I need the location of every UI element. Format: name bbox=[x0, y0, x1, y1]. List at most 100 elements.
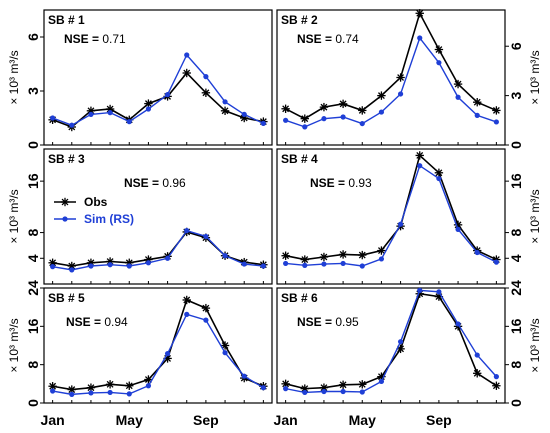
obs-point bbox=[415, 151, 424, 160]
nse-annotation: NSE = 0.95 bbox=[297, 315, 359, 329]
sim-point bbox=[50, 264, 56, 270]
legend: Obs Sim (RS) bbox=[54, 195, 134, 226]
sim-point bbox=[69, 267, 75, 273]
nse-annotation: NSE = 0.96 bbox=[124, 176, 186, 190]
sim-point bbox=[203, 74, 209, 80]
obs-point bbox=[415, 9, 424, 18]
sim-point bbox=[321, 261, 327, 267]
sim-point bbox=[474, 352, 480, 358]
obs-point bbox=[182, 68, 191, 78]
obs-point bbox=[319, 102, 329, 112]
sim-point bbox=[302, 124, 308, 130]
y-tick-label: 0 bbox=[25, 399, 41, 407]
panel-title: SB # 4 bbox=[281, 152, 318, 166]
obs-point bbox=[105, 380, 115, 389]
obs-line bbox=[52, 298, 264, 391]
nse-annotation: NSE = 0.93 bbox=[310, 176, 372, 190]
legend-sim-marker bbox=[62, 216, 68, 222]
sim-point bbox=[203, 233, 209, 240]
x-tick-label: Sep bbox=[193, 412, 219, 428]
y-tick-label: 16 bbox=[508, 173, 524, 189]
panel-sb-1: 0 3 6 × 10³ m³/s SB # 1 NSE = 0.71 bbox=[7, 9, 273, 149]
x-tick-label: Sep bbox=[426, 412, 452, 428]
y-tick-label: 4 bbox=[25, 254, 41, 262]
y-tick-label: 8 bbox=[508, 361, 524, 369]
sim-point bbox=[145, 260, 152, 266]
sim-line bbox=[285, 289, 497, 394]
obs-point bbox=[182, 295, 191, 305]
obs-point bbox=[300, 114, 309, 123]
sim-point bbox=[184, 52, 190, 58]
obs-point bbox=[48, 382, 57, 391]
obs-point bbox=[338, 380, 348, 389]
obs-point bbox=[220, 341, 230, 350]
obs-point bbox=[144, 375, 153, 384]
sim-point bbox=[397, 91, 404, 97]
obs-point bbox=[300, 255, 309, 264]
y-tick-label: 0 bbox=[508, 399, 524, 407]
sim-point bbox=[164, 255, 171, 261]
obs-point bbox=[434, 45, 444, 54]
y-tick-label: 0 bbox=[25, 141, 41, 149]
y-tick-label: 16 bbox=[25, 173, 41, 189]
plot-frame bbox=[43, 148, 273, 285]
sim-point bbox=[397, 339, 404, 345]
obs-point bbox=[434, 168, 444, 177]
obs-point bbox=[358, 250, 367, 260]
x-tick-label: May bbox=[116, 412, 143, 428]
x-tick-label: Jan bbox=[274, 412, 298, 428]
panel-sb-5: 0 8 16 24 × 10³ m³/s SB # 5 NSE = 0.94 Jan May Se… bbox=[7, 280, 273, 428]
sim-point bbox=[260, 385, 266, 391]
sim-line bbox=[52, 313, 264, 396]
obs-point bbox=[281, 379, 290, 389]
y-tick-label: 16 bbox=[25, 318, 41, 334]
sim-point bbox=[222, 350, 228, 356]
sim-point bbox=[241, 373, 247, 379]
plot-frame bbox=[276, 287, 506, 404]
sim-point bbox=[69, 122, 75, 128]
sim-point bbox=[50, 115, 56, 121]
sim-point bbox=[222, 99, 228, 105]
sim-point bbox=[378, 109, 385, 115]
sim-point bbox=[88, 111, 94, 117]
obs-point bbox=[201, 303, 211, 313]
obs-point bbox=[453, 79, 463, 89]
obs-line bbox=[285, 11, 497, 120]
obs-point bbox=[125, 381, 134, 390]
sim-line bbox=[285, 36, 497, 128]
y-tick-label: 6 bbox=[508, 42, 524, 50]
sim-point bbox=[107, 262, 113, 268]
sim-point bbox=[493, 259, 499, 265]
legend-sim-label: Sim (RS) bbox=[84, 212, 134, 226]
sim-point bbox=[340, 388, 346, 395]
sim-point bbox=[436, 175, 442, 182]
sim-line bbox=[285, 164, 497, 267]
sim-point bbox=[321, 388, 327, 395]
sim-point bbox=[302, 389, 308, 396]
panel-sb-6: 0 8 16 24 × 10³ m³/s SB # 6 NSE = 0.95 Jan May Se… bbox=[274, 280, 542, 428]
sim-point bbox=[417, 35, 423, 41]
sim-point bbox=[417, 287, 423, 293]
sim-point bbox=[283, 260, 289, 267]
plot-frame bbox=[276, 9, 506, 146]
sim-point bbox=[184, 228, 190, 234]
obs-point bbox=[377, 246, 386, 255]
sim-point bbox=[359, 389, 365, 395]
sim-point bbox=[283, 386, 289, 392]
sim-point bbox=[107, 389, 113, 396]
sim-point bbox=[340, 114, 346, 120]
sim-point bbox=[126, 391, 132, 397]
sim-point bbox=[260, 120, 266, 126]
sim-point bbox=[203, 317, 209, 323]
y-axis-label: × 10³ m³/s bbox=[528, 318, 542, 372]
y-axis-label: × 10³ m³/s bbox=[7, 50, 21, 104]
sim-point bbox=[378, 378, 385, 385]
sim-point bbox=[88, 263, 94, 269]
sim-point bbox=[474, 112, 480, 118]
sim-point bbox=[321, 116, 327, 122]
obs-point bbox=[220, 106, 230, 115]
obs-point bbox=[492, 381, 501, 390]
sim-point bbox=[126, 263, 132, 269]
y-tick-label: 24 bbox=[25, 280, 41, 296]
